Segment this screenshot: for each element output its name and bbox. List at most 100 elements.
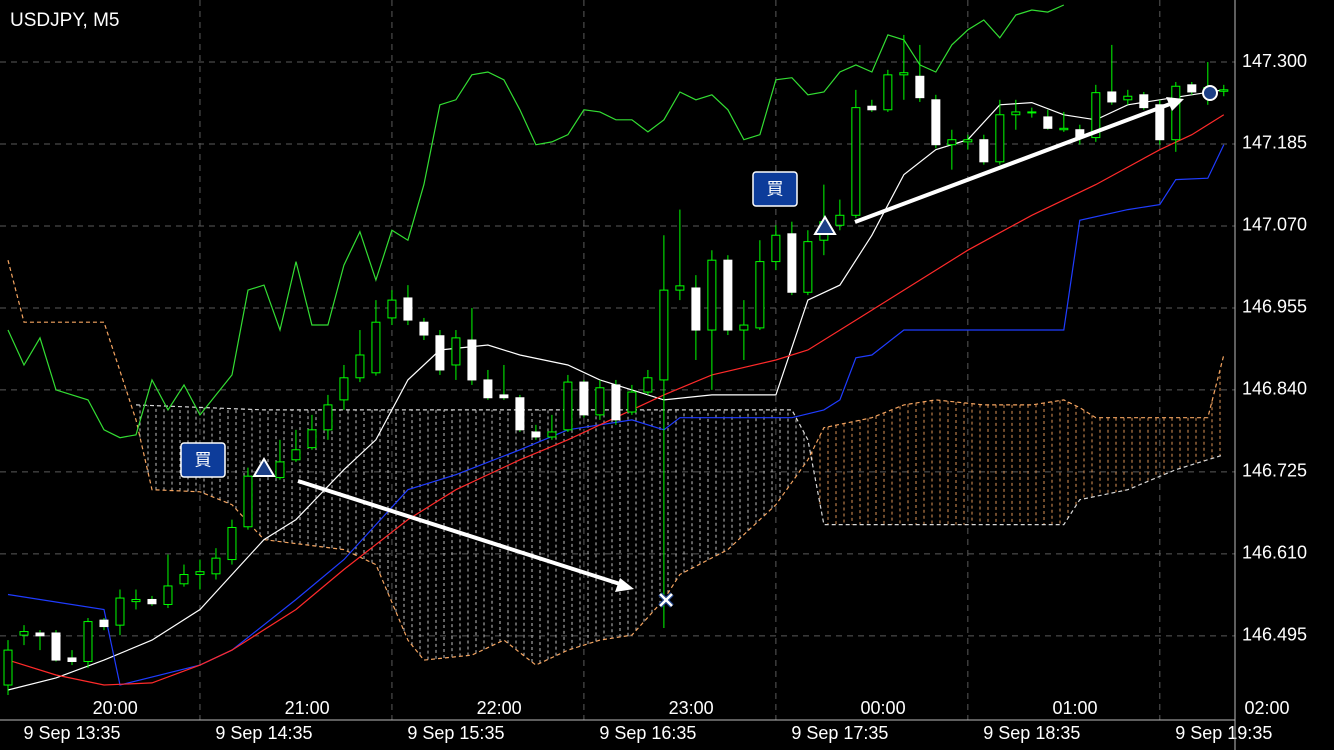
- x-tick-label: 21:00: [285, 698, 330, 718]
- close-circle: [1202, 85, 1218, 101]
- candle-body: [851, 107, 861, 216]
- candle-body: [99, 619, 109, 628]
- x-tick-label: 9 Sep 17:35: [791, 723, 888, 743]
- arrow: [854, 102, 1171, 224]
- close-x: [658, 592, 674, 608]
- axes: 147.300 147.185 147.070 146.955 146.840 146.7…: [0, 0, 1307, 750]
- candle-body: [115, 597, 125, 626]
- candle-body: [1027, 111, 1037, 114]
- x-tick-label: 9 Sep 15:35: [407, 723, 504, 743]
- candle-body: [499, 394, 509, 399]
- y-tick-label: 146.840: [1242, 379, 1307, 399]
- candle-body: [739, 324, 749, 331]
- candle-body: [659, 289, 669, 381]
- candle-body: [803, 241, 813, 293]
- candle-body: [1011, 111, 1021, 116]
- y-tick-label: 146.955: [1242, 297, 1307, 317]
- x-tick-label: 9 Sep 18:35: [983, 723, 1080, 743]
- candle-body: [883, 74, 893, 111]
- cloud-span: [135, 404, 1224, 526]
- candle-body: [1171, 85, 1181, 141]
- candle-body: [1059, 127, 1069, 131]
- candle-body: [291, 449, 301, 461]
- x-tick-label: 00:00: [861, 698, 906, 718]
- y-tick-label: 146.495: [1242, 625, 1307, 645]
- arrow: [297, 479, 621, 586]
- candle-body: [963, 139, 973, 143]
- candle-body: [51, 632, 61, 661]
- candle-body: [723, 259, 733, 331]
- candle-body: [467, 339, 477, 381]
- buy-label-box: [180, 442, 226, 478]
- candle-body: [1123, 95, 1133, 101]
- candle-body: [67, 657, 77, 662]
- x-tick-label: 9 Sep 13:35: [23, 723, 120, 743]
- candle-body: [339, 377, 349, 401]
- candles: [3, 34, 1229, 695]
- candle-body: [867, 105, 877, 111]
- candle-body: [1043, 116, 1053, 129]
- indicator-line: [7, 4, 1065, 439]
- y-tick-label: 146.610: [1242, 543, 1307, 563]
- trade-markers: 買 買: [180, 85, 1218, 608]
- candle-body: [1107, 91, 1117, 103]
- candle-body: [531, 431, 541, 438]
- candle-body: [611, 384, 621, 421]
- candle-body: [835, 214, 845, 226]
- arrow-head: [615, 578, 634, 592]
- candle-body: [947, 139, 957, 146]
- buy-triangle: [813, 215, 837, 235]
- y-tick-label: 147.185: [1242, 133, 1307, 153]
- candle-body: [83, 621, 93, 662]
- x-tick-label: 9 Sep 16:35: [599, 723, 696, 743]
- candle-body: [323, 404, 333, 431]
- candle-body: [1091, 92, 1101, 139]
- candle-body: [1219, 89, 1229, 92]
- cloud-span: [7, 260, 1225, 666]
- candle-body: [35, 632, 45, 637]
- candle-body: [1139, 94, 1149, 109]
- y-tick-label: 147.300: [1242, 51, 1307, 71]
- candle-body: [1187, 84, 1197, 93]
- candle-body: [755, 261, 765, 329]
- candle-body: [579, 381, 589, 416]
- candle-body: [435, 335, 445, 371]
- candle-body: [643, 377, 653, 393]
- buy-label: 買: [767, 179, 784, 198]
- candle-body: [595, 387, 605, 416]
- candle-body: [899, 72, 909, 76]
- candle-body: [163, 585, 173, 605]
- x-tick-label: 9 Sep 19:35: [1175, 723, 1272, 743]
- y-tick-label: 146.725: [1242, 461, 1307, 481]
- candle-body: [547, 431, 557, 438]
- candle-body: [995, 114, 1005, 163]
- candle-body: [275, 461, 285, 479]
- candle-body: [403, 297, 413, 321]
- candle-body: [387, 299, 397, 319]
- candle-body: [147, 598, 157, 605]
- x-tick-label: 20:00: [93, 698, 138, 718]
- buy-label-box: [752, 171, 798, 207]
- candle-body: [19, 631, 29, 636]
- candle-body: [3, 649, 13, 686]
- candle-body: [371, 321, 381, 374]
- candle-body: [563, 381, 573, 431]
- x-tick-label: 01:00: [1053, 698, 1098, 718]
- candle-body: [243, 475, 253, 528]
- candle-body: [691, 287, 701, 331]
- candle-body: [915, 75, 925, 99]
- buy-label: 買: [195, 450, 212, 469]
- buy-triangle: [252, 457, 276, 477]
- candle-body: [195, 571, 205, 576]
- candle-body: [227, 526, 237, 561]
- x-tick-label: 9 Sep 14:35: [215, 723, 312, 743]
- candle-body: [483, 379, 493, 399]
- candle-body: [307, 429, 317, 449]
- candle-body: [627, 391, 637, 413]
- candle-body: [211, 557, 221, 575]
- candle-body: [1155, 104, 1165, 141]
- candle-body: [771, 234, 781, 263]
- candle-body: [931, 99, 941, 146]
